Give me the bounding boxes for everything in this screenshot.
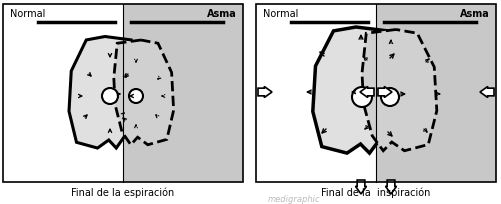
Circle shape <box>102 89 118 104</box>
Bar <box>123 5 243 182</box>
Polygon shape <box>360 87 374 98</box>
Text: Normal: Normal <box>263 9 299 19</box>
Circle shape <box>381 89 399 106</box>
Text: Final de la  inspiración: Final de la inspiración <box>321 187 431 197</box>
Circle shape <box>352 88 372 108</box>
Polygon shape <box>378 87 392 98</box>
Polygon shape <box>114 41 174 145</box>
Text: Asma: Asma <box>207 9 237 19</box>
Text: medigraphic: medigraphic <box>268 194 321 203</box>
Polygon shape <box>258 87 272 98</box>
Polygon shape <box>480 87 494 98</box>
Bar <box>3 5 243 182</box>
Polygon shape <box>69 37 135 148</box>
Polygon shape <box>313 28 392 153</box>
Polygon shape <box>385 180 396 194</box>
Circle shape <box>129 90 143 103</box>
Polygon shape <box>356 180 367 194</box>
Bar <box>376 5 496 182</box>
Bar <box>256 5 496 182</box>
Polygon shape <box>362 30 437 151</box>
Text: Final de la espiración: Final de la espiración <box>71 187 175 197</box>
Text: Normal: Normal <box>10 9 46 19</box>
Text: Asma: Asma <box>460 9 490 19</box>
